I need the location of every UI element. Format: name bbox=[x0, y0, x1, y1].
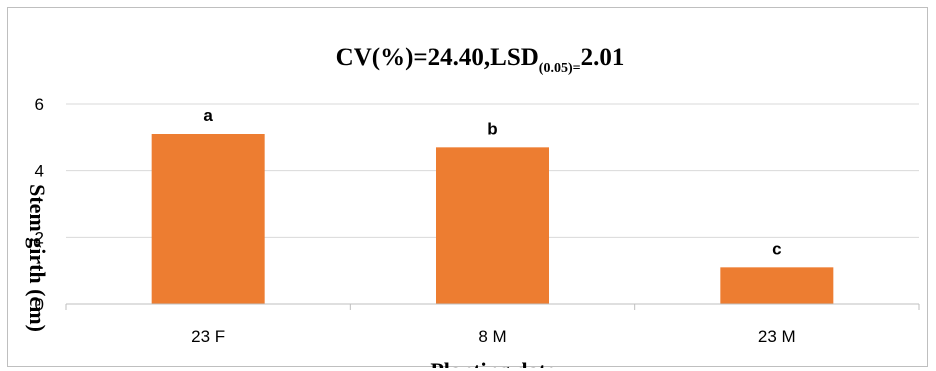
bar bbox=[436, 147, 549, 304]
significance-letter: a bbox=[203, 106, 213, 125]
y-tick-label: 2 bbox=[35, 228, 44, 247]
bars bbox=[151, 134, 834, 304]
x-tick-label: 8 M bbox=[478, 327, 506, 346]
bar bbox=[151, 134, 265, 304]
bar bbox=[720, 267, 834, 304]
x-axis-label: Planting date bbox=[430, 358, 556, 368]
x-tick-label: 23 F bbox=[191, 327, 225, 346]
significance-letters: a b c bbox=[203, 106, 781, 258]
y-axis-label: Stem girth (cm) bbox=[25, 184, 50, 332]
y-tick-labels: 0 2 4 6 bbox=[35, 95, 44, 314]
y-tick-label: 0 bbox=[35, 295, 44, 314]
significance-letter: c bbox=[772, 239, 781, 258]
significance-letter: b bbox=[487, 119, 497, 138]
x-tick-labels: 23 F 8 M 23 M bbox=[191, 327, 796, 346]
x-tick-label: 23 M bbox=[758, 327, 796, 346]
y-tick-label: 4 bbox=[35, 162, 44, 181]
chart-title: CV(%)=24.40,LSD(0.05)=2.01 bbox=[336, 44, 625, 76]
y-tick-label: 6 bbox=[35, 95, 44, 114]
